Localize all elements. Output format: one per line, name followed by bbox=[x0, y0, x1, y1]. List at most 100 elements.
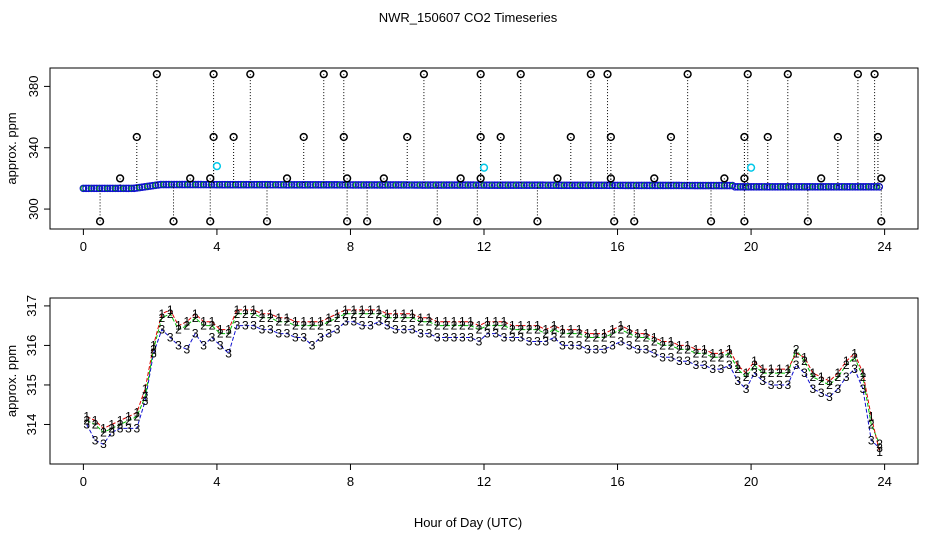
outlier-point bbox=[476, 174, 485, 183]
series-marker-1: 1 bbox=[158, 307, 165, 321]
baseline-point bbox=[725, 181, 734, 190]
series-marker-1: 1 bbox=[384, 307, 391, 321]
series-marker-3: 3 bbox=[476, 334, 483, 348]
baseline-point bbox=[133, 184, 141, 192]
baseline-point bbox=[648, 181, 657, 190]
series-marker-3: 3 bbox=[659, 350, 666, 364]
series-marker-1: 1 bbox=[108, 417, 115, 431]
series-marker-1: 1 bbox=[350, 303, 357, 317]
series-marker-3: 3 bbox=[492, 327, 499, 341]
series-marker-2: 2 bbox=[284, 315, 291, 329]
series-marker-1: 1 bbox=[267, 307, 274, 321]
series-marker-3: 3 bbox=[684, 354, 691, 368]
outlier-point bbox=[720, 174, 729, 183]
series-marker-1: 1 bbox=[501, 315, 508, 329]
x-tick-label: 24 bbox=[877, 239, 891, 254]
baseline-point bbox=[165, 180, 173, 189]
baseline-point bbox=[263, 180, 272, 189]
baseline-point bbox=[592, 181, 600, 190]
baseline-point bbox=[768, 183, 777, 191]
series-marker-3: 3 bbox=[801, 366, 808, 380]
series-marker-2: 2 bbox=[200, 319, 207, 333]
series-marker-3: 3 bbox=[835, 382, 842, 396]
baseline-point bbox=[875, 183, 884, 191]
series-marker-3: 3 bbox=[158, 323, 165, 337]
series-marker-3: 3 bbox=[701, 358, 708, 372]
baseline-point bbox=[613, 181, 622, 190]
series-marker-2: 2 bbox=[234, 307, 241, 321]
outlier-point bbox=[610, 217, 619, 226]
series-marker-1: 1 bbox=[676, 338, 683, 352]
outlier-point bbox=[246, 69, 255, 79]
baseline-point bbox=[856, 183, 865, 191]
series-marker-2: 2 bbox=[509, 323, 516, 337]
series-marker-2: 2 bbox=[392, 311, 399, 325]
series-marker-3: 3 bbox=[409, 323, 416, 337]
series-marker-2: 2 bbox=[209, 319, 216, 333]
outlier-point bbox=[342, 217, 352, 226]
series-marker-3: 3 bbox=[267, 323, 274, 337]
baseline-points bbox=[79, 180, 884, 193]
series-marker-2: 2 bbox=[350, 307, 357, 321]
x-tick-label: 4 bbox=[213, 239, 220, 254]
series-marker-2: 2 bbox=[684, 342, 691, 356]
series-line-1 bbox=[86, 309, 881, 453]
series-marker-3: 3 bbox=[860, 382, 867, 396]
series-marker-2: 2 bbox=[584, 331, 591, 345]
outlier-point bbox=[877, 174, 886, 183]
series-marker-2: 2 bbox=[609, 327, 616, 341]
series-marker-1: 1 bbox=[142, 382, 149, 396]
series-marker-1: 1 bbox=[325, 311, 332, 325]
series-marker-2: 2 bbox=[718, 350, 725, 364]
series-marker-1: 1 bbox=[860, 366, 867, 380]
baseline-point bbox=[295, 180, 304, 189]
baseline-point bbox=[440, 181, 448, 189]
baseline-point bbox=[704, 181, 713, 190]
baseline-point bbox=[103, 184, 112, 193]
outlier-point bbox=[132, 132, 141, 142]
series-marker-1: 1 bbox=[426, 311, 433, 325]
series-marker-3: 3 bbox=[292, 331, 299, 345]
series-marker-2: 2 bbox=[375, 307, 382, 321]
series-marker-2: 2 bbox=[250, 307, 257, 321]
series-marker-1: 1 bbox=[592, 327, 599, 341]
series-marker-1: 1 bbox=[275, 311, 282, 325]
outlier-point bbox=[740, 174, 749, 183]
outlier-point bbox=[342, 174, 352, 183]
series-marker-2: 2 bbox=[709, 350, 716, 364]
baseline-point bbox=[472, 181, 480, 189]
baseline-point bbox=[229, 180, 237, 189]
outlier-point bbox=[433, 217, 442, 226]
series-marker-2: 2 bbox=[818, 374, 825, 388]
outlier-point bbox=[169, 217, 178, 226]
baseline-point bbox=[469, 181, 478, 189]
baseline-point bbox=[405, 181, 414, 189]
baseline-point bbox=[269, 180, 277, 189]
baseline-point bbox=[416, 181, 424, 189]
series-marker-3: 3 bbox=[784, 378, 791, 392]
series-marker-3: 3 bbox=[734, 374, 741, 388]
baseline-point bbox=[872, 183, 881, 191]
baseline-point bbox=[116, 184, 125, 193]
baseline-point bbox=[792, 183, 801, 191]
series-marker-3: 3 bbox=[317, 331, 324, 345]
baseline-point bbox=[645, 181, 654, 190]
outlier-point bbox=[566, 132, 575, 142]
baseline-point bbox=[848, 183, 857, 191]
top-panel: 0 4 8 12 16 20 24 300 340 380 approx. ppm bbox=[4, 67, 919, 254]
series-marker-1: 1 bbox=[284, 311, 291, 325]
series-marker-3: 3 bbox=[876, 441, 883, 455]
series-marker-2: 2 bbox=[701, 346, 708, 360]
series-marker-1: 1 bbox=[651, 331, 658, 345]
series-marker-3: 3 bbox=[192, 327, 199, 341]
series-marker-2: 2 bbox=[267, 311, 274, 325]
x-tick-label: 8 bbox=[347, 474, 354, 489]
baseline-point bbox=[303, 181, 312, 189]
series-marker-2: 2 bbox=[643, 331, 650, 345]
series-marker-2: 2 bbox=[401, 311, 408, 325]
baseline-point bbox=[624, 181, 633, 190]
outlier-point bbox=[95, 217, 105, 226]
baseline-point bbox=[124, 184, 133, 193]
series-marker-2: 2 bbox=[501, 319, 508, 333]
series-marker-2: 2 bbox=[417, 315, 424, 329]
